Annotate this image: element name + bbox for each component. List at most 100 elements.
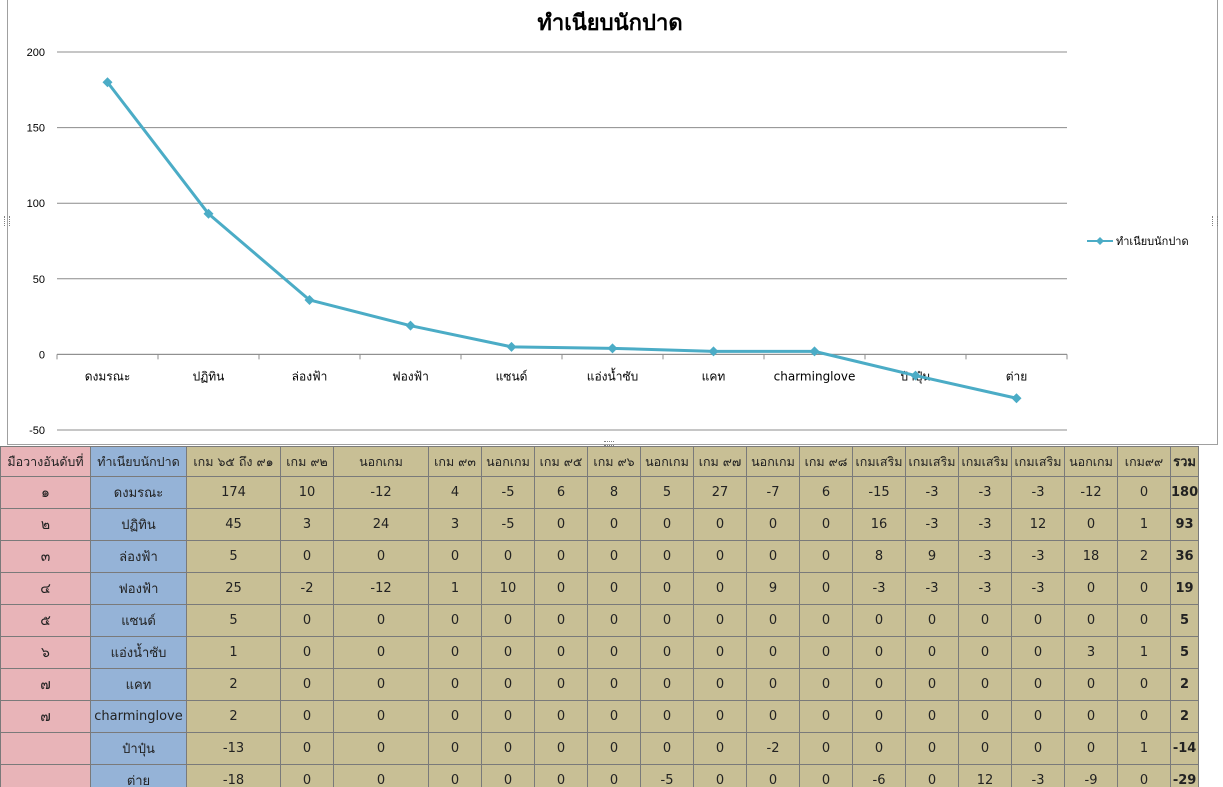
score-cell[interactable]: 2 (186, 700, 281, 733)
score-cell[interactable]: -2 (746, 732, 800, 765)
score-cell[interactable]: 0 (640, 540, 694, 573)
score-cell[interactable]: 0 (1011, 700, 1065, 733)
score-cell[interactable]: 0 (799, 604, 853, 637)
score-cell[interactable]: 0 (587, 732, 641, 765)
score-cell[interactable]: 0 (333, 764, 429, 787)
header-game[interactable]: เกมเสริม (1011, 446, 1065, 477)
score-cell[interactable]: 0 (534, 572, 588, 605)
score-cell[interactable]: 0 (746, 508, 800, 541)
score-cell[interactable]: 0 (534, 540, 588, 573)
score-cell[interactable]: -12 (333, 572, 429, 605)
player-name-cell[interactable]: ฟองฟ้า (90, 572, 187, 605)
score-cell[interactable]: 0 (428, 636, 482, 669)
score-cell[interactable]: 0 (481, 540, 535, 573)
score-cell[interactable]: 0 (534, 668, 588, 701)
score-cell[interactable]: -3 (958, 572, 1012, 605)
score-cell[interactable]: 0 (958, 700, 1012, 733)
score-cell[interactable]: 2 (186, 668, 281, 701)
score-cell[interactable]: 3 (280, 508, 334, 541)
score-cell[interactable]: 0 (280, 668, 334, 701)
score-cell[interactable]: 5 (640, 476, 694, 509)
score-cell[interactable]: 6 (534, 476, 588, 509)
header-game[interactable]: นอกเกม (1064, 446, 1118, 477)
header-game[interactable]: เกม ๙๗ (693, 446, 747, 477)
score-cell[interactable]: 0 (534, 508, 588, 541)
score-cell[interactable]: -3 (958, 476, 1012, 509)
score-cell[interactable]: 0 (587, 668, 641, 701)
score-cell[interactable]: 0 (799, 732, 853, 765)
score-cell[interactable]: -3 (1011, 476, 1065, 509)
score-cell[interactable]: 0 (333, 540, 429, 573)
score-cell[interactable]: 0 (587, 572, 641, 605)
score-cell[interactable]: 1 (1117, 636, 1171, 669)
score-cell[interactable]: 5 (186, 604, 281, 637)
score-cell[interactable]: -3 (1011, 764, 1065, 787)
score-cell[interactable]: 0 (693, 764, 747, 787)
score-cell[interactable]: 0 (333, 604, 429, 637)
score-cell[interactable]: 0 (481, 732, 535, 765)
score-cell[interactable]: 0 (746, 540, 800, 573)
score-cell[interactable]: 0 (1117, 700, 1171, 733)
total-cell[interactable]: 19 (1169, 572, 1200, 605)
score-cell[interactable]: -3 (958, 540, 1012, 573)
score-cell[interactable]: 1 (1117, 732, 1171, 765)
rank-cell[interactable] (0, 764, 91, 787)
score-cell[interactable]: 0 (958, 604, 1012, 637)
resize-handle-left[interactable] (4, 216, 10, 226)
player-name-cell[interactable]: ล่องฟ้า (90, 540, 187, 573)
score-cell[interactable]: -3 (905, 476, 959, 509)
score-cell[interactable]: 0 (333, 700, 429, 733)
player-name-cell[interactable]: ต่าย (90, 764, 187, 787)
score-cell[interactable]: 0 (333, 636, 429, 669)
score-cell[interactable]: 0 (799, 764, 853, 787)
score-cell[interactable]: 0 (333, 732, 429, 765)
rank-cell[interactable] (0, 732, 91, 765)
score-cell[interactable]: 0 (693, 636, 747, 669)
score-cell[interactable]: 0 (852, 636, 906, 669)
header-game[interactable]: เกม ๙๖ (587, 446, 641, 477)
header-game[interactable]: นอกเกม (640, 446, 694, 477)
rank-cell[interactable]: ๑ (0, 476, 91, 509)
score-cell[interactable]: 0 (280, 540, 334, 573)
score-cell[interactable]: 0 (534, 732, 588, 765)
score-cell[interactable]: 0 (905, 764, 959, 787)
score-cell[interactable]: 0 (481, 668, 535, 701)
score-cell[interactable]: 0 (587, 700, 641, 733)
score-cell[interactable]: 0 (587, 508, 641, 541)
score-cell[interactable]: 12 (958, 764, 1012, 787)
score-cell[interactable]: 8 (852, 540, 906, 573)
score-cell[interactable]: 0 (905, 636, 959, 669)
total-cell[interactable]: 2 (1169, 668, 1200, 701)
score-cell[interactable]: 0 (640, 508, 694, 541)
score-cell[interactable]: 0 (1011, 668, 1065, 701)
score-cell[interactable]: -2 (280, 572, 334, 605)
score-cell[interactable]: 2 (1117, 540, 1171, 573)
score-cell[interactable]: 0 (640, 732, 694, 765)
score-cell[interactable]: -3 (905, 572, 959, 605)
score-cell[interactable]: 0 (1064, 732, 1118, 765)
score-cell[interactable]: 0 (693, 508, 747, 541)
score-cell[interactable]: 0 (481, 636, 535, 669)
score-cell[interactable]: -13 (186, 732, 281, 765)
score-cell[interactable]: 0 (280, 604, 334, 637)
score-cell[interactable]: 0 (640, 604, 694, 637)
score-cell[interactable]: 45 (186, 508, 281, 541)
score-cell[interactable]: -3 (958, 508, 1012, 541)
chart-object[interactable]: ทำเนียบนักปาด 200 150 100 50 0 -50 ดงมรณะ ปฏิทิน… (0, 0, 1223, 446)
score-cell[interactable]: 0 (905, 668, 959, 701)
score-cell[interactable]: 0 (799, 636, 853, 669)
header-game[interactable]: นอกเกม (481, 446, 535, 477)
score-cell[interactable]: 0 (799, 572, 853, 605)
score-cell[interactable]: 0 (799, 700, 853, 733)
header-game[interactable]: เกม ๙๕ (534, 446, 588, 477)
score-cell[interactable]: 0 (958, 636, 1012, 669)
score-cell[interactable]: 0 (280, 732, 334, 765)
score-cell[interactable]: 16 (852, 508, 906, 541)
score-cell[interactable]: 0 (905, 732, 959, 765)
score-cell[interactable]: 0 (746, 764, 800, 787)
score-cell[interactable]: 0 (587, 540, 641, 573)
total-cell[interactable]: 5 (1169, 604, 1200, 637)
score-cell[interactable]: -9 (1064, 764, 1118, 787)
score-cell[interactable]: 0 (1011, 732, 1065, 765)
score-cell[interactable]: 0 (481, 604, 535, 637)
